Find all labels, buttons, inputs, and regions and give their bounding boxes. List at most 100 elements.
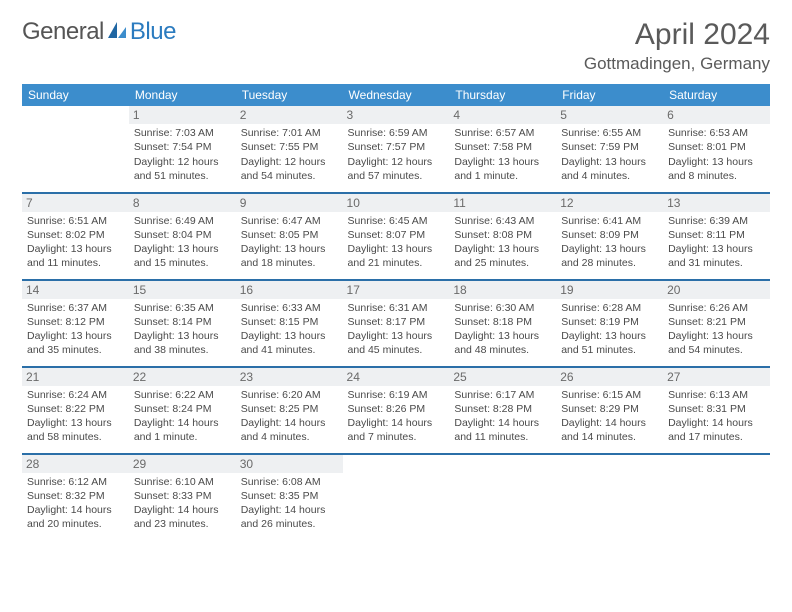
- sunrise-text: Sunrise: 6:49 AM: [134, 214, 231, 228]
- calendar-cell: [663, 454, 770, 540]
- day1-text: Daylight: 14 hours: [241, 503, 338, 517]
- day2-text: and 18 minutes.: [241, 256, 338, 270]
- sunrise-text: Sunrise: 6:26 AM: [668, 301, 765, 315]
- day-number: 21: [22, 368, 129, 386]
- sunset-text: Sunset: 8:02 PM: [27, 228, 124, 242]
- sunrise-text: Sunrise: 6:33 AM: [241, 301, 338, 315]
- sunset-text: Sunset: 8:21 PM: [668, 315, 765, 329]
- sunset-text: Sunset: 8:14 PM: [134, 315, 231, 329]
- sunrise-text: Sunrise: 6:22 AM: [134, 388, 231, 402]
- sunset-text: Sunset: 8:07 PM: [348, 228, 445, 242]
- day-number: 12: [556, 194, 663, 212]
- day2-text: and 35 minutes.: [27, 343, 124, 357]
- calendar-cell: 17Sunrise: 6:31 AMSunset: 8:17 PMDayligh…: [343, 280, 450, 366]
- sunset-text: Sunset: 8:25 PM: [241, 402, 338, 416]
- calendar-cell: 12Sunrise: 6:41 AMSunset: 8:09 PMDayligh…: [556, 193, 663, 279]
- day2-text: and 7 minutes.: [348, 430, 445, 444]
- day2-text: and 11 minutes.: [454, 430, 551, 444]
- sunset-text: Sunset: 7:57 PM: [348, 140, 445, 154]
- logo-sail-icon: [106, 20, 128, 45]
- day2-text: and 26 minutes.: [241, 517, 338, 531]
- day-number: 19: [556, 281, 663, 299]
- sunrise-text: Sunrise: 6:53 AM: [668, 126, 765, 140]
- sunset-text: Sunset: 8:22 PM: [27, 402, 124, 416]
- day1-text: Daylight: 13 hours: [241, 329, 338, 343]
- day-number: 11: [449, 194, 556, 212]
- day-number: 29: [129, 455, 236, 473]
- sunset-text: Sunset: 8:05 PM: [241, 228, 338, 242]
- sunrise-text: Sunrise: 7:01 AM: [241, 126, 338, 140]
- sunset-text: Sunset: 7:59 PM: [561, 140, 658, 154]
- calendar-cell: 27 Sunrise: 6:13 AMSunset: 8:31 PMDayligh…: [663, 367, 770, 453]
- day1-text: Daylight: 12 hours: [241, 155, 338, 169]
- calendar-week: 21Sunrise: 6:24 AMSunset: 8:22 PMDayligh…: [22, 367, 770, 453]
- day2-text: and 41 minutes.: [241, 343, 338, 357]
- calendar-cell: 6Sunrise: 6:53 AMSunset: 8:01 PMDaylight…: [663, 106, 770, 192]
- calendar-cell: 16Sunrise: 6:33 AMSunset: 8:15 PMDayligh…: [236, 280, 343, 366]
- day-number: 5: [556, 106, 663, 124]
- day1-text: Daylight: 14 hours: [561, 416, 658, 430]
- sunrise-text: Sunrise: 6:45 AM: [348, 214, 445, 228]
- calendar-cell: 28Sunrise: 6:12 AMSunset: 8:32 PMDayligh…: [22, 454, 129, 540]
- day1-text: Daylight: 13 hours: [27, 329, 124, 343]
- weekday-header: Thursday: [449, 84, 556, 106]
- day1-text: Daylight: 14 hours: [668, 416, 765, 430]
- day1-text: Daylight: 13 hours: [348, 242, 445, 256]
- calendar-week: 1Sunrise: 7:03 AMSunset: 7:54 PMDaylight…: [22, 106, 770, 192]
- sunset-text: Sunset: 8:31 PM: [668, 402, 765, 416]
- weekday-row: Sunday Monday Tuesday Wednesday Thursday…: [22, 84, 770, 106]
- day1-text: Daylight: 13 hours: [134, 329, 231, 343]
- day2-text: and 8 minutes.: [668, 169, 765, 183]
- calendar-cell: 19Sunrise: 6:28 AMSunset: 8:19 PMDayligh…: [556, 280, 663, 366]
- day-number: 10: [343, 194, 450, 212]
- sunset-text: Sunset: 8:18 PM: [454, 315, 551, 329]
- logo: General Blue: [22, 18, 176, 46]
- calendar-cell: 7Sunrise: 6:51 AMSunset: 8:02 PMDaylight…: [22, 193, 129, 279]
- day1-text: Daylight: 14 hours: [348, 416, 445, 430]
- sunrise-text: Sunrise: 6:39 AM: [668, 214, 765, 228]
- day-number: 25: [449, 368, 556, 386]
- day2-text: and 14 minutes.: [561, 430, 658, 444]
- sunrise-text: Sunrise: 6:17 AM: [454, 388, 551, 402]
- day-number: 14: [22, 281, 129, 299]
- day-number: 15: [129, 281, 236, 299]
- sunset-text: Sunset: 8:01 PM: [668, 140, 765, 154]
- calendar-cell: [556, 454, 663, 540]
- calendar-table: Sunday Monday Tuesday Wednesday Thursday…: [22, 84, 770, 540]
- sunrise-text: Sunrise: 6:57 AM: [454, 126, 551, 140]
- sunrise-text: Sunrise: 6:59 AM: [348, 126, 445, 140]
- calendar-cell: 10 Sunrise: 6:45 AMSunset: 8:07 PMDayligh…: [343, 193, 450, 279]
- day2-text: and 58 minutes.: [27, 430, 124, 444]
- calendar-cell: 30Sunrise: 6:08 AMSunset: 8:35 PMDayligh…: [236, 454, 343, 540]
- day-number: 26: [556, 368, 663, 386]
- calendar-cell: 2Sunrise: 7:01 AMSunset: 7:55 PMDaylight…: [236, 106, 343, 192]
- location-label: Gottmadingen, Germany: [584, 54, 770, 74]
- day2-text: and 4 minutes.: [241, 430, 338, 444]
- sunrise-text: Sunrise: 6:41 AM: [561, 214, 658, 228]
- sunset-text: Sunset: 8:04 PM: [134, 228, 231, 242]
- day-number: 13: [663, 194, 770, 212]
- weekday-header: Monday: [129, 84, 236, 106]
- calendar-cell: 14Sunrise: 6:37 AMSunset: 8:12 PMDayligh…: [22, 280, 129, 366]
- day-number: 27: [663, 368, 770, 386]
- day2-text: and 48 minutes.: [454, 343, 551, 357]
- calendar-cell: [343, 454, 450, 540]
- day-number: 4: [449, 106, 556, 124]
- day1-text: Daylight: 13 hours: [348, 329, 445, 343]
- day-number: 22: [129, 368, 236, 386]
- day2-text: and 1 minute.: [454, 169, 551, 183]
- day1-text: Daylight: 13 hours: [668, 155, 765, 169]
- day2-text: and 51 minutes.: [134, 169, 231, 183]
- sunset-text: Sunset: 7:58 PM: [454, 140, 551, 154]
- day2-text: and 54 minutes.: [668, 343, 765, 357]
- day2-text: and 51 minutes.: [561, 343, 658, 357]
- weekday-header: Sunday: [22, 84, 129, 106]
- day1-text: Daylight: 14 hours: [27, 503, 124, 517]
- sunrise-text: Sunrise: 6:10 AM: [134, 475, 231, 489]
- day2-text: and 45 minutes.: [348, 343, 445, 357]
- day2-text: and 25 minutes.: [454, 256, 551, 270]
- day2-text: and 23 minutes.: [134, 517, 231, 531]
- day1-text: Daylight: 12 hours: [134, 155, 231, 169]
- sunrise-text: Sunrise: 6:13 AM: [668, 388, 765, 402]
- day-number: 18: [449, 281, 556, 299]
